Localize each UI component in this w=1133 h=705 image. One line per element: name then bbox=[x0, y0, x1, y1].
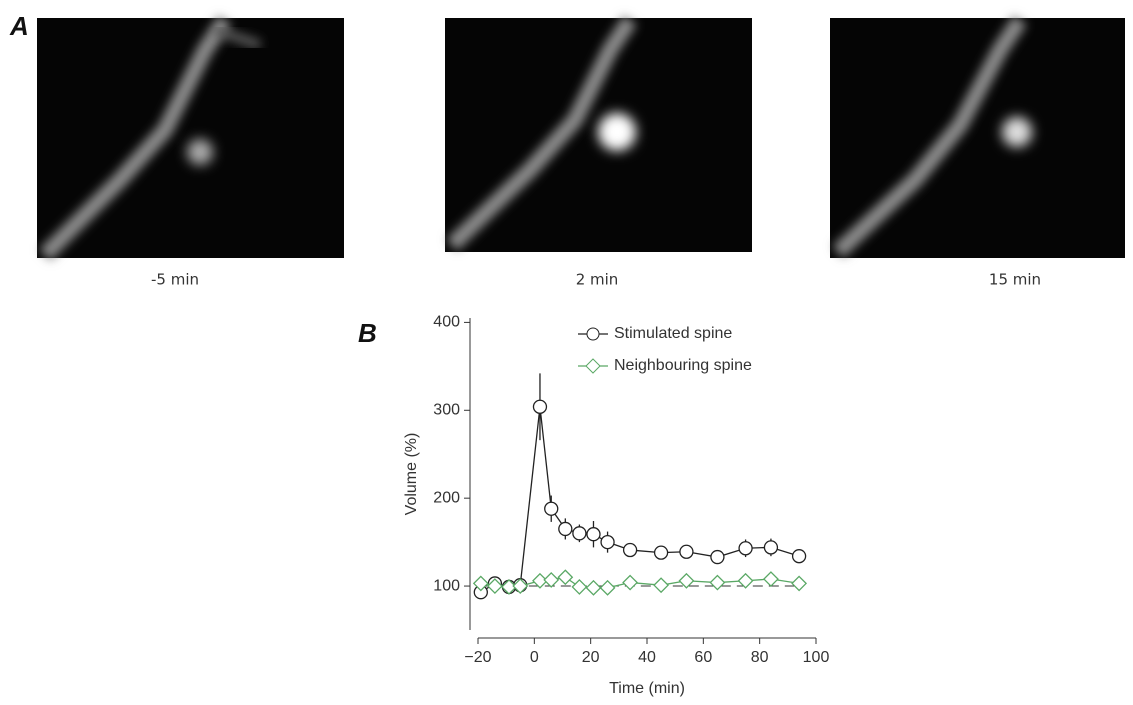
marker bbox=[558, 521, 573, 537]
x-tick-label: 100 bbox=[803, 649, 830, 666]
marker bbox=[586, 527, 601, 542]
marker bbox=[678, 572, 695, 589]
series-line bbox=[480, 406, 800, 593]
x-tick-label: 80 bbox=[751, 649, 769, 666]
marker bbox=[791, 549, 807, 564]
y-tick-label: 200 bbox=[433, 489, 460, 506]
marker bbox=[532, 399, 548, 414]
marker bbox=[600, 534, 615, 550]
legend-label: Neighbouring spine bbox=[614, 357, 752, 374]
y-tick-label: 100 bbox=[433, 577, 460, 594]
y-tick-label: 300 bbox=[433, 402, 460, 419]
marker bbox=[532, 572, 548, 589]
legend-marker bbox=[586, 327, 600, 341]
marker bbox=[512, 578, 529, 594]
marker bbox=[679, 544, 694, 559]
marker bbox=[763, 540, 779, 555]
marker bbox=[710, 549, 725, 565]
micrograph-3 bbox=[830, 15, 1125, 258]
marker bbox=[763, 571, 779, 587]
legend-label: Stimulated spine bbox=[614, 325, 732, 342]
marker bbox=[543, 571, 560, 588]
marker bbox=[791, 575, 808, 592]
marker bbox=[599, 579, 616, 596]
x-tick-label: −20 bbox=[464, 649, 491, 666]
marker bbox=[571, 579, 588, 595]
x-tick-label: 0 bbox=[530, 649, 539, 666]
marker bbox=[486, 578, 503, 594]
marker bbox=[653, 577, 670, 594]
marker bbox=[557, 569, 574, 586]
marker bbox=[585, 579, 602, 596]
marker bbox=[544, 501, 559, 516]
marker bbox=[653, 545, 669, 560]
y-tick-label: 400 bbox=[433, 314, 460, 331]
micrograph-2 bbox=[445, 15, 752, 252]
x-tick-label: 20 bbox=[582, 649, 600, 666]
caption: -5 min bbox=[151, 271, 199, 289]
micrograph-1 bbox=[37, 15, 344, 261]
marker bbox=[572, 526, 587, 541]
marker bbox=[501, 579, 517, 595]
x-axis-label: Time (min) bbox=[609, 680, 685, 697]
marker bbox=[737, 572, 754, 589]
caption: 15 min bbox=[989, 271, 1041, 289]
marker bbox=[622, 574, 639, 591]
marker bbox=[622, 542, 638, 558]
x-tick-label: 60 bbox=[694, 649, 712, 666]
y-axis-label: Volume (%) bbox=[403, 433, 420, 516]
marker bbox=[709, 574, 726, 591]
panel-letter: B bbox=[358, 318, 377, 348]
marker bbox=[738, 541, 753, 556]
panel-letter: A bbox=[9, 11, 29, 41]
caption: 2 min bbox=[576, 271, 619, 289]
legend-marker bbox=[585, 358, 601, 374]
x-tick-label: 40 bbox=[638, 649, 656, 666]
marker bbox=[472, 575, 489, 592]
